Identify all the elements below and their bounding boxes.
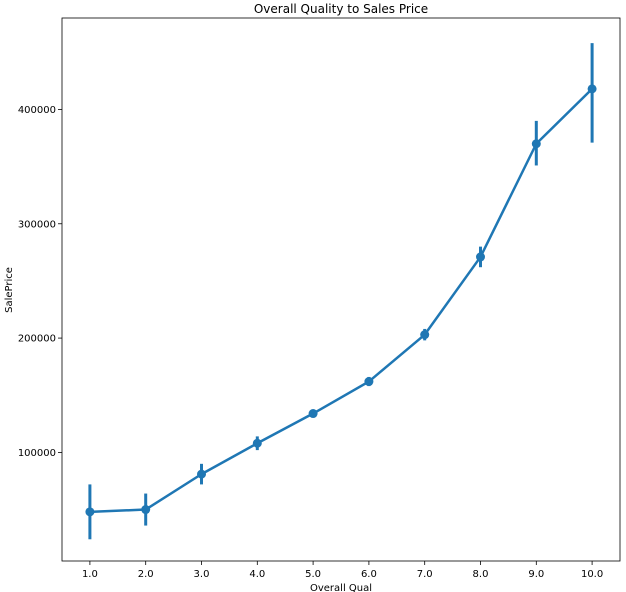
y-tick-label: 200000 — [18, 334, 56, 345]
y-axis-label: SalePrice — [4, 267, 15, 313]
x-axis-label: Overall Qual — [310, 583, 372, 592]
x-tick-label: 2.0 — [138, 569, 154, 580]
y-tick-label: 100000 — [18, 448, 56, 459]
data-point — [364, 377, 374, 387]
x-tick-label: 8.0 — [473, 569, 489, 580]
x-tick-label: 6.0 — [361, 569, 377, 580]
x-tick-label: 5.0 — [305, 569, 321, 580]
data-point — [531, 139, 541, 149]
y-axis: 100000 200000 300000 400000 — [18, 105, 62, 459]
data-point — [197, 469, 206, 479]
error-bars — [88, 43, 594, 540]
data-point — [141, 505, 151, 515]
x-axis: 1.0 2.0 3.0 4.0 5.0 6.0 7.0 8.0 9.0 10.0 — [82, 561, 603, 580]
y-tick-label: 400000 — [18, 105, 56, 116]
plot-frame — [61, 17, 621, 562]
data-points — [85, 84, 597, 517]
chart-title: Overall Quality to Sales Price — [254, 2, 428, 16]
x-tick-label: 10.0 — [581, 569, 603, 580]
y-tick-label: 300000 — [18, 219, 56, 230]
data-point — [85, 507, 95, 517]
data-point — [308, 409, 318, 419]
x-tick-label: 1.0 — [82, 569, 98, 580]
series-line — [89, 87, 593, 514]
x-tick-label: 3.0 — [194, 569, 210, 580]
data-point — [252, 438, 262, 448]
x-tick-label: 4.0 — [249, 569, 265, 580]
x-tick-label: 9.0 — [528, 569, 544, 580]
x-tick-label: 7.0 — [417, 569, 433, 580]
data-point — [587, 84, 597, 94]
data-point — [476, 252, 485, 262]
data-point — [420, 330, 430, 340]
